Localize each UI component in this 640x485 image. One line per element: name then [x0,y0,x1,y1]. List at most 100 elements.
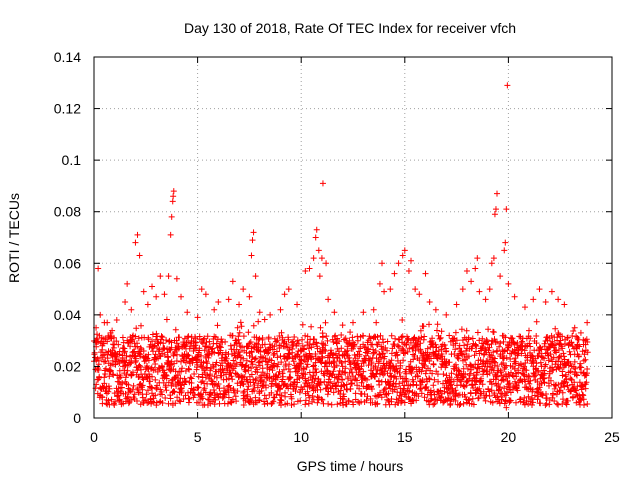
scatter-point [312,234,319,241]
scatter-point [391,270,398,277]
scatter-point [491,211,498,218]
scatter-point [356,353,363,360]
scatter-point [256,358,263,365]
scatter-point [101,319,108,326]
scatter-point [256,309,263,316]
scatter-point [468,278,475,285]
scatter-point [385,378,392,385]
scatter-point [463,399,470,406]
scatter-point [368,360,375,367]
scatter-point [482,296,489,303]
scatter-point [567,360,574,367]
scatter-point [128,306,135,313]
scatter-point [140,347,147,354]
y-axis-label: ROTI / TECUs [6,193,22,283]
scatter-point [370,306,377,313]
x-tick-label: 25 [604,429,620,445]
scatter-point [256,396,263,403]
y-tick-label: 0.1 [62,152,82,168]
scatter-point [339,363,346,370]
scatter-point [484,358,491,365]
scatter-point [184,309,191,316]
scatter-point [397,373,404,380]
scatter-point [229,278,236,285]
scatter-point [503,206,510,213]
scatter-point [575,353,582,360]
y-tick-label: 0.06 [54,255,81,271]
scatter-point [269,363,276,370]
y-tick-label: 0.14 [54,49,81,65]
scatter-point [124,337,131,344]
scatter-point [426,298,433,305]
scatter-point [277,353,284,360]
scatter-point [325,296,332,303]
scatter-point [289,342,296,349]
scatter-point [395,260,402,267]
scatter-point [327,378,334,385]
scatter-point [248,252,255,259]
scatter-point [95,265,102,272]
scatter-point [393,366,400,373]
scatter-point [215,298,222,305]
scatter-point [273,373,280,380]
scatter-point [132,353,139,360]
scatter-point [306,265,313,272]
scatter-point [343,381,350,388]
y-tick-label: 0 [73,410,81,426]
scatter-point [149,283,156,290]
scatter-point [474,255,481,262]
scatter-point [186,358,193,365]
scatter-point [488,337,495,344]
scatter-point [416,291,423,298]
scatter-point [170,188,177,195]
scatter-point [463,268,470,275]
scatter-point [124,280,131,287]
scatter-point [492,376,499,383]
scatter-point [463,345,470,352]
scatter-point [198,363,205,370]
scatter-point [443,347,450,354]
scatter-point [182,378,189,385]
scatter-point [178,293,185,300]
scatter-point [497,273,504,280]
scatter-point [207,371,214,378]
scatter-point [447,378,454,385]
scatter-point [194,384,201,391]
scatter-point [250,229,257,236]
scatter-point [281,381,288,388]
scatter-point [313,226,320,233]
scatter-point [376,371,383,378]
scatter-point [379,260,386,267]
scatter-point [502,239,509,246]
scatter-point [120,363,127,370]
scatter-point [555,358,562,365]
scatter-point [318,340,325,347]
scatter-point [107,329,114,336]
scatter-point [265,347,272,354]
scatter-point [443,311,450,318]
scatter-point [381,288,388,295]
scatter-point [219,366,226,373]
scatter-point [323,368,330,375]
scatter-point [511,293,518,300]
scatter-point [455,355,462,362]
scatter-point [302,268,309,275]
scatter-point [432,306,439,313]
scatter-point [401,350,408,357]
scatter-point [144,366,151,373]
scatter-point [99,342,106,349]
scatter-point [281,291,288,298]
scatter-point [542,298,549,305]
scatter-point [167,231,174,238]
scatter-point [459,286,466,293]
axes-layer: 0 5 10 15 20 25 0 0.02 0.04 0.06 0.08 0.1 0.12 0.14 [54,49,620,445]
scatter-point [202,291,209,298]
scatter-point [505,280,512,287]
scatter-point [412,286,419,293]
scatter-point [408,257,415,264]
scatter-point [503,404,510,411]
scatter-point [584,366,591,373]
scatter-point [211,306,218,313]
